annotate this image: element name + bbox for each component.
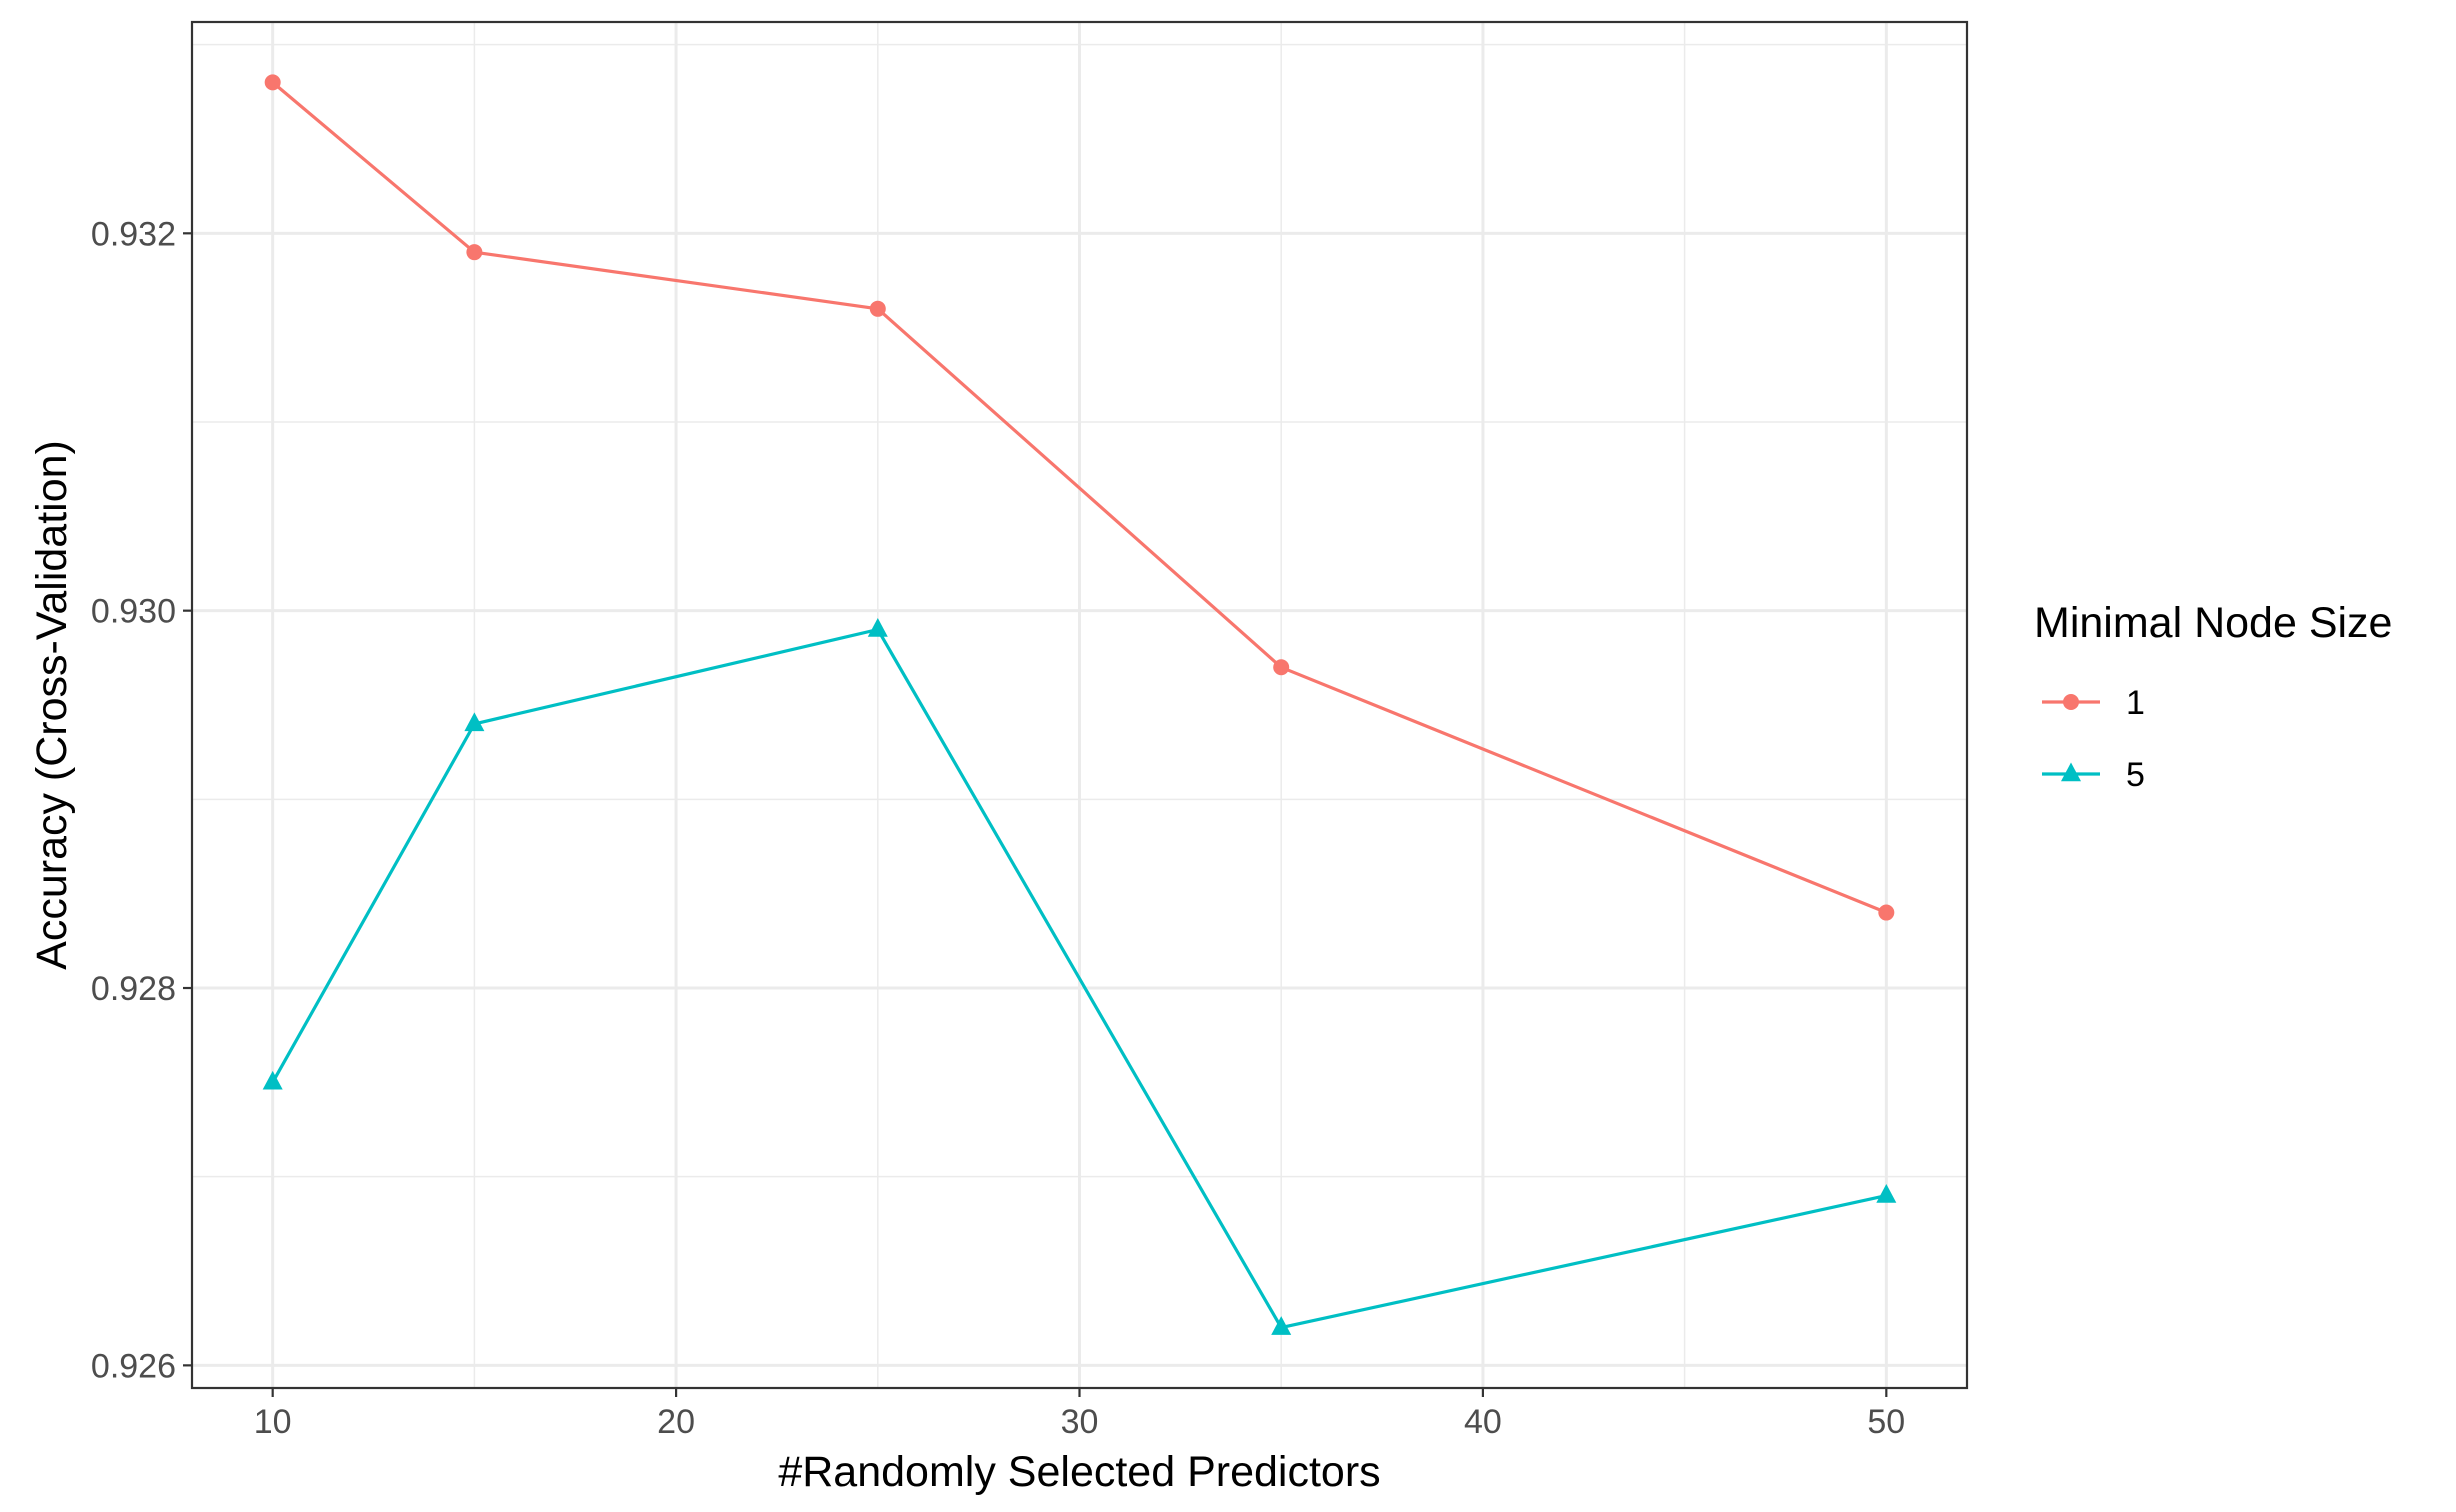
legend: Minimal Node Size 1 5 — [2034, 599, 2392, 794]
x-tick-label: 30 — [1061, 1403, 1099, 1441]
data-point-1 — [869, 300, 886, 317]
data-point-1 — [1273, 659, 1290, 676]
data-point-5 — [1271, 1316, 1292, 1335]
legend-key-marker — [2061, 762, 2081, 782]
data-point-1 — [1878, 904, 1895, 921]
y-axis: 0.926 0.928 0.930 0.932 — [91, 215, 192, 1385]
x-tick-label: 20 — [657, 1403, 695, 1441]
x-tick-label: 40 — [1464, 1403, 1502, 1441]
x-axis-title: #Randomly Selected Predictors — [778, 1448, 1380, 1496]
legend-item-1: 1 — [2042, 684, 2145, 722]
data-point-5 — [1876, 1184, 1897, 1203]
y-tick-label: 0.930 — [91, 593, 176, 631]
y-tick-label: 0.928 — [91, 970, 176, 1008]
data-point-1 — [466, 244, 483, 261]
series-1 — [264, 74, 1895, 921]
legend-title: Minimal Node Size — [2034, 599, 2392, 647]
y-axis-title: Accuracy (Cross-Validation) — [28, 440, 76, 970]
y-tick-label: 0.926 — [91, 1347, 176, 1385]
legend-label: 1 — [2126, 684, 2145, 722]
legend-label: 5 — [2126, 756, 2145, 794]
data-point-5 — [867, 618, 888, 637]
data-point-1 — [264, 74, 281, 91]
series-layer — [262, 74, 1897, 1335]
data-point-5 — [262, 1070, 283, 1090]
major-gridlines — [192, 22, 1967, 1388]
legend-key-marker — [2063, 694, 2079, 710]
x-tick-label: 50 — [1867, 1403, 1905, 1441]
x-tick-label: 10 — [254, 1403, 292, 1441]
x-axis: 10 20 30 40 50 — [254, 1388, 1905, 1441]
series-5 — [262, 618, 1897, 1335]
y-tick-label: 0.932 — [91, 215, 176, 253]
data-point-5 — [464, 712, 485, 732]
legend-item-5: 5 — [2042, 756, 2145, 794]
